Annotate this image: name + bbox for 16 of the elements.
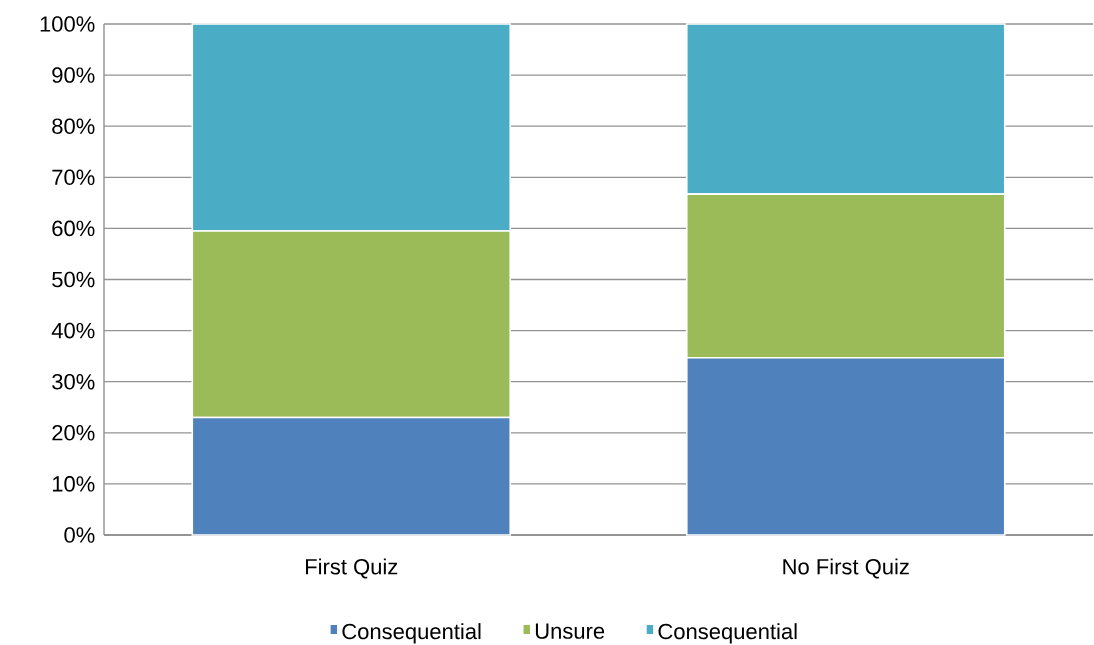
legend-label: Consequential [342, 623, 481, 644]
x-tick-label: First Quiz [306, 558, 398, 579]
legend-label: Consequential [658, 623, 797, 644]
x-tick-label: No First Quiz [783, 558, 909, 579]
y-tick-label: 90% [52, 67, 95, 83]
y-tick-label: 0% [64, 527, 95, 543]
legend-label: Unsure [535, 623, 605, 639]
y-tick-label: 50% [52, 271, 95, 288]
y-tick-label: 100% [40, 16, 95, 32]
y-tick-label: 30% [52, 373, 95, 390]
y-tick-label: 20% [52, 425, 95, 441]
y-tick-label: 70% [52, 169, 95, 186]
y-tick-label: 80% [52, 118, 95, 134]
y-tick-label: 60% [52, 220, 95, 237]
y-tick-label: 40% [51, 322, 95, 339]
y-tick-label: 10% [52, 476, 95, 492]
